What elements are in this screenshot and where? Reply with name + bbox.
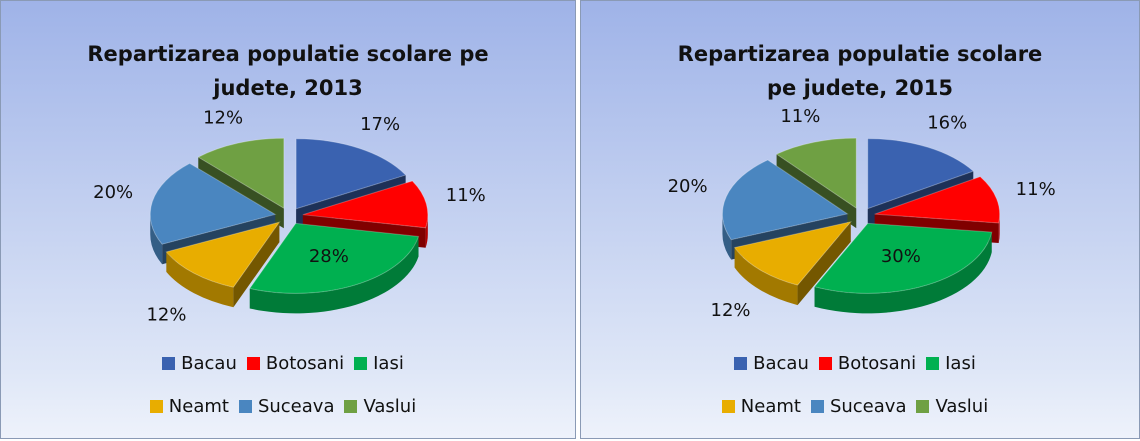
legend: Bacau Botosani Iasi Neamt Suceava Vaslui: [690, 353, 1030, 417]
legend-item: Suceava: [810, 396, 907, 417]
legend-label: Suceava: [257, 396, 335, 417]
slice-side: [722, 213, 732, 260]
legend-label: Suceava: [829, 396, 907, 417]
data-label: 11%: [1016, 179, 1056, 200]
slice-top: [874, 176, 1001, 224]
data-label: 20%: [93, 182, 133, 203]
legend-swatch: [354, 357, 368, 370]
slice-side: [166, 251, 234, 308]
legend-item: Iasi: [354, 353, 404, 374]
data-label: 11%: [446, 185, 486, 206]
chart-title: Repartizarea populatie scolare pe judete…: [677, 42, 1043, 100]
legend-label: Bacau: [753, 353, 809, 374]
slice-side: [998, 214, 1000, 243]
slice-side: [814, 232, 992, 314]
legend-label: Iasi: [373, 353, 404, 374]
data-label: 16%: [927, 113, 967, 134]
data-label: 12%: [711, 300, 751, 321]
slice-side: [249, 236, 419, 314]
legend-swatch: [926, 357, 940, 370]
chart-panel: Repartizarea populatie scolare pe judete…: [580, 0, 1140, 439]
slice-top: [165, 221, 281, 288]
legend-label: Vaslui: [935, 396, 989, 417]
legend-label: Neamt: [168, 396, 229, 417]
legend-label: Iasi: [945, 353, 976, 374]
slice-top: [197, 137, 285, 210]
legend-item: Suceava: [238, 396, 335, 417]
chart-panel: Repartizarea populatie scolare pe judete…: [0, 0, 576, 439]
legend-item: Neamt: [721, 396, 801, 417]
slice-top: [248, 222, 420, 294]
pie-chart: 16% 11% 30% 12% 20% 11%: [668, 106, 1056, 321]
slice-top: [149, 162, 277, 245]
pie-chart: 17% 11% 28% 12% 20% 12%: [93, 107, 486, 325]
legend-item: Vaslui: [916, 396, 988, 417]
legend-swatch: [344, 400, 358, 413]
slice-top: [867, 138, 975, 210]
slice-side: [150, 214, 163, 265]
slice-top: [775, 137, 857, 210]
data-label: 20%: [668, 176, 708, 197]
pie-slice: [813, 222, 993, 314]
data-label: 28%: [309, 246, 349, 267]
pie-slice: [248, 222, 420, 314]
data-label: 12%: [203, 107, 243, 128]
legend-label: Bacau: [181, 353, 237, 374]
legend-item: Botosani: [246, 353, 345, 374]
legend-item: Vaslui: [344, 396, 416, 417]
data-label: 12%: [146, 304, 186, 325]
legend-swatch: [721, 400, 735, 413]
legend-swatch: [162, 357, 176, 370]
legend-swatch: [818, 357, 832, 370]
slice-side: [425, 214, 428, 248]
legend-item: Bacau: [162, 353, 237, 374]
legend-swatch: [916, 400, 930, 413]
legend-swatch: [734, 357, 748, 370]
chart-title: Repartizarea populatie scolare pe judete…: [87, 42, 489, 100]
pie-slice: [733, 220, 853, 306]
slice-top: [733, 220, 853, 286]
slice-side: [734, 247, 798, 306]
legend-swatch: [810, 400, 824, 413]
slice-cut: [233, 222, 280, 308]
data-label: 17%: [360, 114, 400, 135]
legend-label: Vaslui: [363, 396, 417, 417]
slice-top: [813, 222, 993, 294]
legend-item: Neamt: [149, 396, 229, 417]
slice-top: [721, 159, 849, 241]
legend-item: Botosani: [818, 353, 917, 374]
legend-label: Neamt: [740, 396, 801, 417]
legend-label: Botosani: [265, 353, 345, 374]
legend-label: Botosani: [837, 353, 917, 374]
slice-cut: [797, 221, 851, 306]
slice-top: [302, 180, 429, 229]
legend-item: Iasi: [926, 353, 976, 374]
legend-swatch: [149, 400, 163, 413]
legend: Bacau Botosani Iasi Neamt Suceava Vaslui: [118, 353, 458, 417]
slice-top: [295, 138, 407, 210]
data-label: 30%: [881, 246, 921, 267]
data-label: 11%: [780, 106, 820, 127]
legend-item: Bacau: [734, 353, 809, 374]
legend-swatch: [238, 400, 252, 413]
legend-swatch: [246, 357, 260, 370]
pie-slice: [165, 221, 281, 308]
